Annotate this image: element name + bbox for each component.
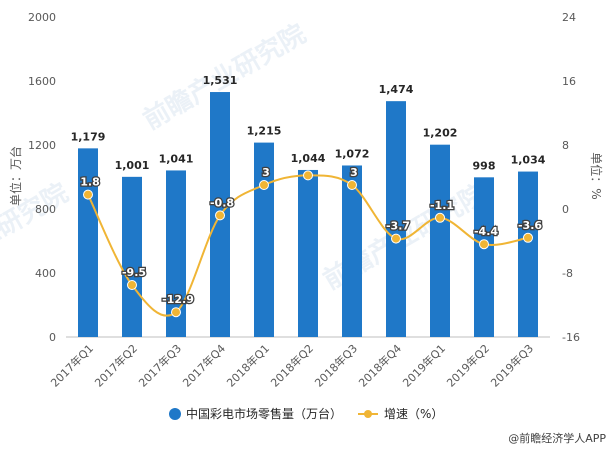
growth-value-label: -4.4 — [474, 225, 498, 238]
x-tick-label: 2017年Q3 — [136, 341, 185, 390]
y2-tick-label: 24 — [562, 11, 576, 24]
y2-tick-label: -8 — [562, 267, 573, 280]
bar-value-label: 1,179 — [71, 130, 106, 143]
y-axis-title: 单位：万台 — [8, 146, 23, 206]
growth-point — [479, 239, 489, 250]
growth-point — [303, 170, 313, 181]
y2-tick-label: 0 — [562, 203, 569, 216]
x-tick-label: 2017年Q2 — [92, 341, 141, 390]
bar — [342, 165, 362, 337]
bar — [254, 142, 274, 337]
growth-point — [127, 280, 137, 290]
legend-bar-marker — [169, 408, 181, 420]
growth-value-label: -0.8 — [210, 196, 234, 209]
bar-value-label: 1,531 — [203, 74, 238, 87]
growth-value-label: 1.8 — [80, 176, 100, 189]
x-tick-label: 2018年Q4 — [356, 341, 405, 390]
source-text: @前瞻经济学人APP — [508, 431, 606, 445]
bar — [166, 170, 186, 337]
growth-value-label: 3 — [262, 166, 270, 179]
bar-value-label: 1,001 — [115, 159, 150, 172]
growth-point — [259, 180, 269, 190]
growth-point — [83, 189, 93, 200]
growth-value-label: 3 — [350, 166, 358, 179]
legend-line-label: 增速（%） — [384, 407, 443, 421]
x-tick-label: 2018年Q3 — [312, 341, 361, 390]
line-series — [83, 170, 533, 318]
x-tick-label: 2017年Q1 — [48, 341, 97, 390]
bar — [122, 176, 142, 337]
y-tick-label: 800 — [35, 203, 56, 216]
y2-axis-title: 单位：% — [589, 152, 604, 199]
x-tick-label: 2018年Q2 — [268, 341, 317, 390]
bar-value-label: 1,215 — [247, 125, 282, 138]
y-tick-label: 2000 — [28, 11, 56, 24]
growth-value-label: -3.7 — [386, 220, 410, 233]
x-tick-label: 2018年Q1 — [224, 341, 273, 390]
growth-point — [171, 307, 181, 318]
bar-value-label: 1,044 — [291, 152, 326, 165]
bar-value-label: 1,474 — [379, 83, 414, 96]
bar-value-label: 1,041 — [159, 152, 194, 165]
growth-point — [435, 212, 445, 223]
y2-tick-label: -16 — [562, 331, 580, 344]
bar — [386, 101, 406, 337]
growth-value-label: -1.1 — [430, 199, 454, 212]
growth-line — [87, 174, 529, 317]
data-labels: 1,179 1,001 1,041 1,531 1,215 1,044 1,072 1,474… — [71, 74, 546, 307]
x-tick-label: 2019年Q1 — [400, 341, 449, 390]
bar — [430, 144, 450, 337]
y-tick-label: 1200 — [28, 139, 56, 152]
growth-value-label: -12.9 — [162, 293, 194, 306]
legend-bar-label: 中国彩电市场零售量（万台） — [186, 406, 342, 421]
legend: 中国彩电市场零售量（万台） 增速（%） — [169, 406, 443, 421]
growth-point — [391, 233, 401, 244]
bar-value-label: 998 — [473, 159, 496, 172]
bar-value-label: 1,072 — [335, 147, 370, 160]
y2-tick-label: 16 — [562, 75, 576, 88]
growth-point — [347, 180, 357, 190]
bar-series — [78, 92, 538, 337]
bar-value-label: 1,034 — [511, 154, 546, 167]
y-tick-label: 1600 — [28, 75, 56, 88]
bar — [78, 148, 98, 337]
legend-line-dot — [364, 410, 372, 418]
bar — [474, 177, 494, 337]
growth-value-label: -3.6 — [518, 219, 542, 232]
bar — [518, 171, 538, 337]
growth-point — [523, 232, 533, 243]
bar — [298, 169, 318, 337]
x-tick-label: 2019年Q3 — [488, 341, 537, 390]
x-tick-label: 2017年Q4 — [180, 341, 229, 390]
y-tick-label: 400 — [35, 267, 56, 280]
y-tick-label: 0 — [49, 331, 56, 344]
growth-value-label: -9.5 — [122, 266, 146, 279]
y2-tick-label: 8 — [562, 139, 569, 152]
growth-point — [215, 210, 225, 221]
x-tick-label: 2019年Q2 — [444, 341, 493, 390]
bar-value-label: 1,202 — [423, 127, 458, 140]
